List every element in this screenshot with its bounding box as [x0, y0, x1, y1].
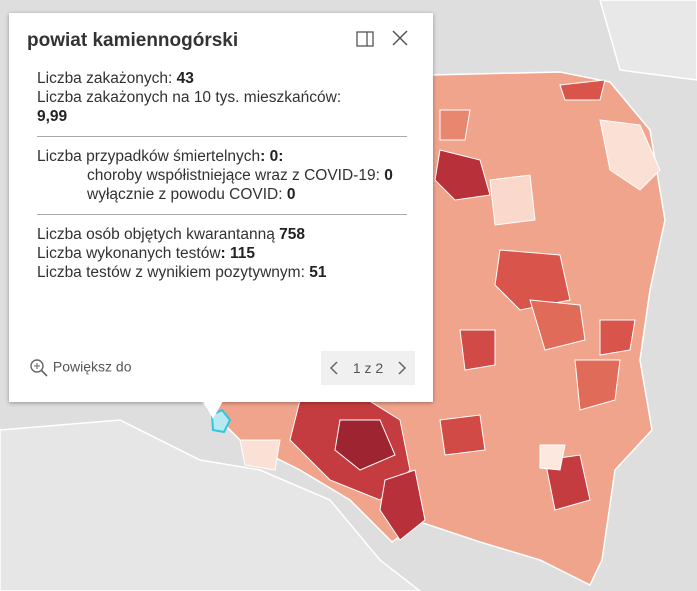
close-button[interactable]	[392, 30, 408, 46]
section: Liczba przypadków śmiertelnych: 0: choro…	[37, 147, 407, 214]
field-label: Liczba zakażonych na 10 tys. mieszkańców…	[37, 89, 342, 106]
field-label: Liczba wykonanych testów	[37, 245, 221, 262]
district	[599, 119, 661, 191]
field-label: choroby współistniejące wraz z COVID-19:	[87, 167, 380, 184]
field-value: 43	[176, 70, 194, 87]
neighbor-country	[0, 419, 422, 591]
zoom-icon	[30, 359, 48, 377]
popup-content: Liczba zakażonych: 43 Liczba zakażonych …	[37, 69, 407, 292]
field-label: Liczba zakażonych:	[37, 70, 173, 87]
prev-button[interactable]	[329, 361, 338, 375]
district	[489, 174, 536, 226]
field: Liczba osób objętych kwarantanną 758	[37, 225, 407, 244]
next-button[interactable]	[398, 361, 407, 375]
field: wyłącznie z powodu COVID: 0	[37, 185, 407, 204]
popup: powiat kamiennogórski Liczba zakażonych:…	[9, 13, 433, 402]
pager-arrows	[329, 361, 407, 375]
district	[434, 149, 491, 201]
field-value: 9,99	[37, 108, 68, 125]
district	[459, 329, 496, 371]
field-value: 0	[384, 167, 393, 184]
field: Liczba przypadków śmiertelnych: 0:	[37, 147, 407, 166]
field: Liczba zakażonych: 43	[37, 69, 407, 88]
field-label: Liczba testów z wynikiem pozytywnym:	[37, 264, 305, 281]
district	[529, 299, 586, 351]
district	[334, 419, 396, 471]
field: Liczba zakażonych na 10 tys. mieszkańców…	[37, 88, 407, 126]
field-label: Liczba przypadków śmiertelnych	[37, 148, 261, 165]
zoom-button[interactable]: Powiększ do	[29, 358, 131, 378]
field-value: 51	[309, 264, 327, 281]
district	[539, 444, 566, 471]
field-label: Liczba osób objętych kwarantanną	[37, 226, 275, 243]
field-value: 0	[286, 186, 296, 203]
zoom-label: Powiększ do	[52, 358, 132, 375]
popup-title: powiat kamiennogórski	[27, 30, 239, 51]
district	[439, 109, 471, 141]
popup-actions	[356, 30, 408, 47]
separator	[37, 136, 407, 137]
pager: 1 z 2	[321, 351, 415, 385]
district	[239, 439, 281, 471]
pager-label: 1 z 2	[352, 360, 384, 376]
field: choroby współistniejące wraz z COVID-19:…	[37, 166, 407, 185]
field-value: : 115	[220, 245, 255, 262]
field-value: 758	[279, 226, 306, 243]
section: Liczba zakażonych: 43 Liczba zakażonych …	[37, 69, 407, 136]
neighbor-country	[599, 0, 697, 81]
district	[439, 414, 486, 456]
section: Liczba osób objętych kwarantanną 758 Lic…	[37, 225, 407, 292]
dock-button[interactable]	[356, 31, 374, 47]
popup-pointer	[203, 401, 223, 419]
separator	[37, 214, 407, 215]
districts	[239, 79, 661, 541]
field-label: wyłącznie z powodu COVID:	[87, 186, 283, 203]
field-value: : 0:	[260, 148, 284, 165]
field: Liczba wykonanych testów: 115	[37, 244, 407, 263]
district	[559, 79, 606, 101]
district	[599, 319, 636, 356]
field: Liczba testów z wynikiem pozytywnym: 51	[37, 263, 407, 282]
district	[574, 359, 621, 411]
district	[379, 469, 426, 541]
